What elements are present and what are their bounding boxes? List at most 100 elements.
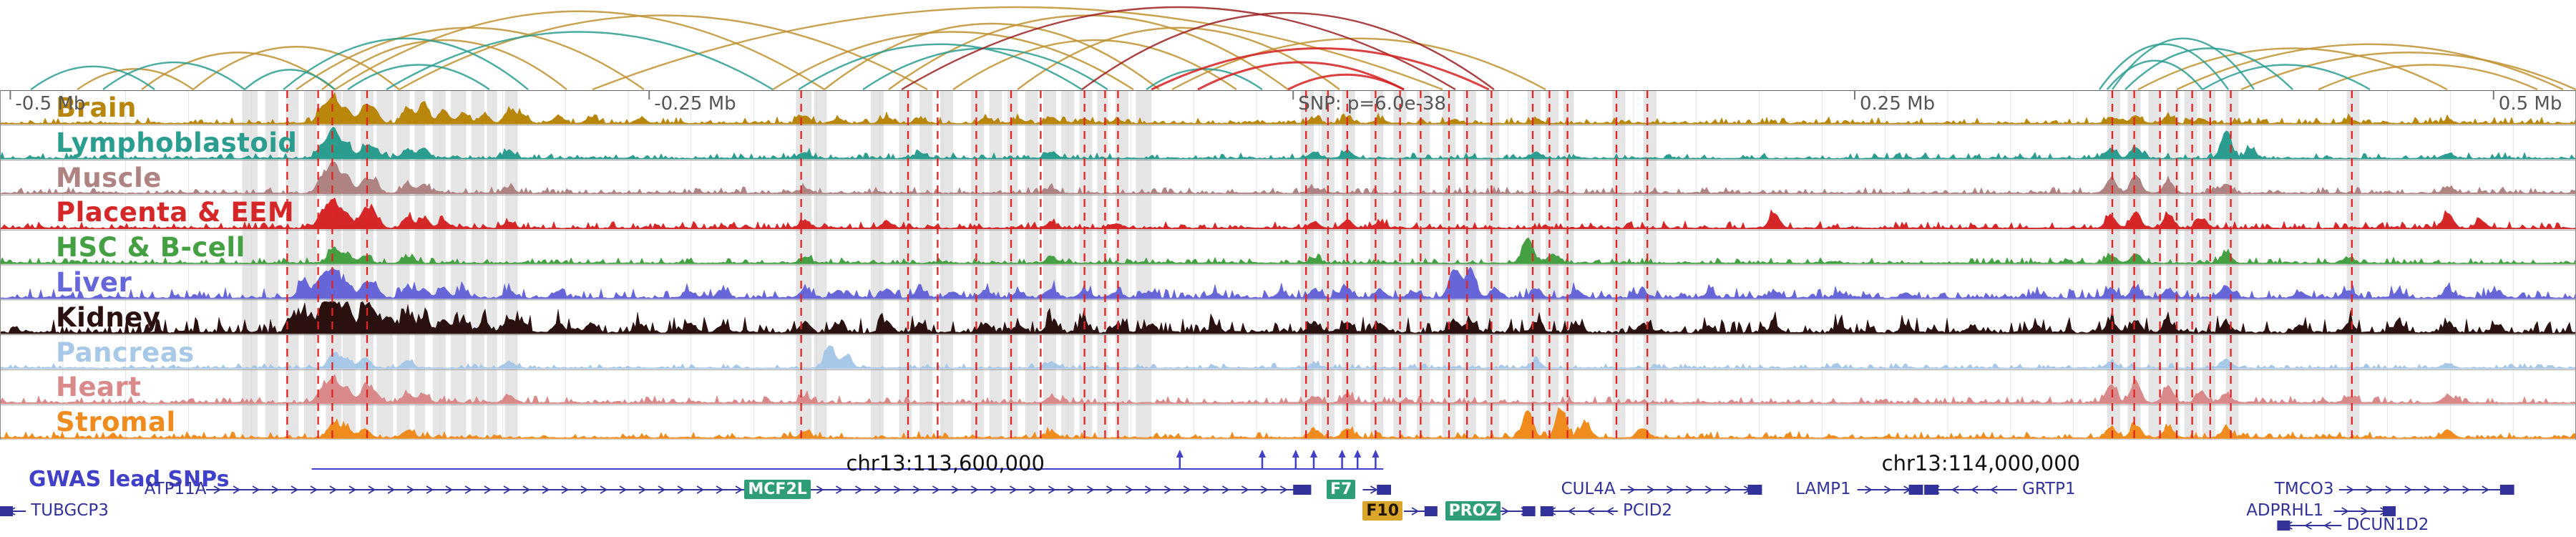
gene-direction-chevron <box>1586 507 1595 516</box>
gene-direction-chevron <box>1370 485 1378 494</box>
interaction-arc <box>952 39 1237 90</box>
track-label-liver: Liver <box>56 267 132 298</box>
ruler-label: -0.25 Mb <box>654 93 736 115</box>
gene-direction-chevron <box>1028 485 1037 494</box>
gene-direction-chevron <box>1241 485 1249 494</box>
track-label-muscle: Muscle <box>56 162 162 193</box>
gene-label-tubgcp3: TUBGCP3 <box>31 501 109 520</box>
gene-exon-f10 <box>1424 506 1438 516</box>
gene-direction-chevron <box>561 485 570 494</box>
gene-direction-chevron <box>1685 485 1694 494</box>
gene-direction-chevron <box>426 485 434 494</box>
gene-direction-chevron <box>387 485 396 494</box>
gene-direction-chevron <box>735 485 743 494</box>
gene-direction-chevron <box>2366 485 2374 494</box>
gene-direction-chevron <box>932 485 940 494</box>
interaction-arc <box>1146 68 1263 90</box>
gene-direction-chevron <box>1951 485 1959 494</box>
interaction-arc <box>1081 11 1495 90</box>
interaction-arc <box>2318 64 2538 90</box>
gene-label-tmco3: TMCO3 <box>2274 480 2334 498</box>
gene-direction-chevron <box>2385 485 2394 494</box>
track-label-placenta-eem: Placenta & EEM <box>56 197 295 228</box>
gene-direction-chevron <box>291 485 299 494</box>
chromatin-interaction-arcs <box>30 6 2576 90</box>
interaction-arc <box>102 61 245 90</box>
gene-direction-chevron <box>445 485 454 494</box>
gene-direction-chevron <box>2304 521 2312 530</box>
interaction-arc <box>2137 47 2448 90</box>
signal-placenta-eem <box>0 197 2576 229</box>
interaction-arc <box>399 14 928 90</box>
gene-exon-adprhl1 <box>2383 506 2396 516</box>
gene-direction-chevron <box>912 485 921 494</box>
gwas-snp-tick-arrow <box>1292 450 1299 458</box>
signal-kidney <box>0 301 2576 334</box>
gene-direction-chevron <box>503 485 512 494</box>
gene-exon-cul4a <box>1747 485 1762 495</box>
gene-direction-chevron <box>1501 507 1510 516</box>
interaction-arc <box>192 46 400 90</box>
gene-direction-chevron <box>2346 485 2355 494</box>
interaction-arc <box>77 68 194 90</box>
interaction-arc <box>2124 47 2293 90</box>
interaction-arc <box>30 65 155 90</box>
gene-direction-chevron <box>2323 521 2331 530</box>
gene-direction-chevron <box>874 485 882 494</box>
gene-direction-chevron <box>619 485 628 494</box>
gene-direction-chevron <box>2482 485 2490 494</box>
track-label-brain: Brain <box>56 92 137 123</box>
gene-direction-chevron <box>1884 485 1892 494</box>
gwas-snp-tick-arrow <box>1259 450 1266 458</box>
gene-direction-chevron <box>600 485 608 494</box>
gene-direction-chevron <box>368 485 376 494</box>
track-label-hsc-b-cell: HSC & B-cell <box>56 232 245 263</box>
ruler-label: 0.25 Mb <box>1860 93 1936 115</box>
interaction-arc <box>2176 43 2564 90</box>
interaction-arc <box>1017 26 1340 90</box>
gene-direction-chevron <box>252 485 260 494</box>
gene-direction-chevron <box>2462 485 2471 494</box>
gwas-lead-snps-label: GWAS lead SNPs <box>29 467 230 492</box>
ruler-label: -0.5 Mb <box>15 93 86 115</box>
gene-direction-chevron <box>1144 485 1153 494</box>
tissue-signal-tracks <box>0 90 2576 440</box>
gene-direction-chevron <box>1606 507 1614 516</box>
signal-heart <box>0 374 2576 404</box>
interaction-arc <box>2240 52 2576 90</box>
gene-direction-chevron <box>1704 485 1713 494</box>
gene-direction-chevron <box>816 485 824 494</box>
gene-exon-tmco3 <box>2499 485 2514 495</box>
gene-direction-chevron <box>1202 485 1211 494</box>
gwas-snp-tick-arrow <box>1310 450 1317 458</box>
gene-direction-chevron <box>2443 485 2451 494</box>
signal-brain <box>0 92 2576 125</box>
signal-hsc-b-cell <box>0 237 2576 264</box>
gene-exon-mcf2l <box>1293 485 1312 495</box>
gene-direction-chevron <box>990 485 998 494</box>
gene-direction-chevron <box>1125 485 1133 494</box>
gene-exon-grtp1 <box>1924 485 1938 495</box>
gene-label-proz: PROZ <box>1445 501 1501 521</box>
interaction-arc <box>283 37 529 90</box>
gene-direction-chevron <box>638 485 647 494</box>
interaction-arc <box>1197 61 1405 90</box>
interaction-arc <box>824 22 1160 90</box>
interaction-arc <box>798 43 1083 90</box>
signal-stromal <box>0 407 2576 439</box>
gene-direction-chevron <box>348 485 357 494</box>
gene-label-f10: F10 <box>1362 501 1403 521</box>
gene-direction-chevron <box>696 485 705 494</box>
gene-direction-chevron <box>1048 485 1056 494</box>
gene-direction-chevron <box>2404 485 2413 494</box>
coordinate-label: chr13:113,600,000 <box>846 451 1045 475</box>
ruler-label: SNP: p=6.0e-38 <box>1298 93 1446 115</box>
interaction-arc <box>2106 59 2203 90</box>
gene-direction-chevron <box>329 485 338 494</box>
gene-direction-chevron <box>542 485 550 494</box>
gene-label-lamp1: LAMP1 <box>1795 480 1851 498</box>
coordinate-label: chr13:114,000,000 <box>1881 451 2081 475</box>
gene-direction-chevron <box>1627 485 1636 494</box>
gene-label-cul4a: CUL4A <box>1561 480 1616 498</box>
gene-exon-proz <box>1522 506 1536 516</box>
